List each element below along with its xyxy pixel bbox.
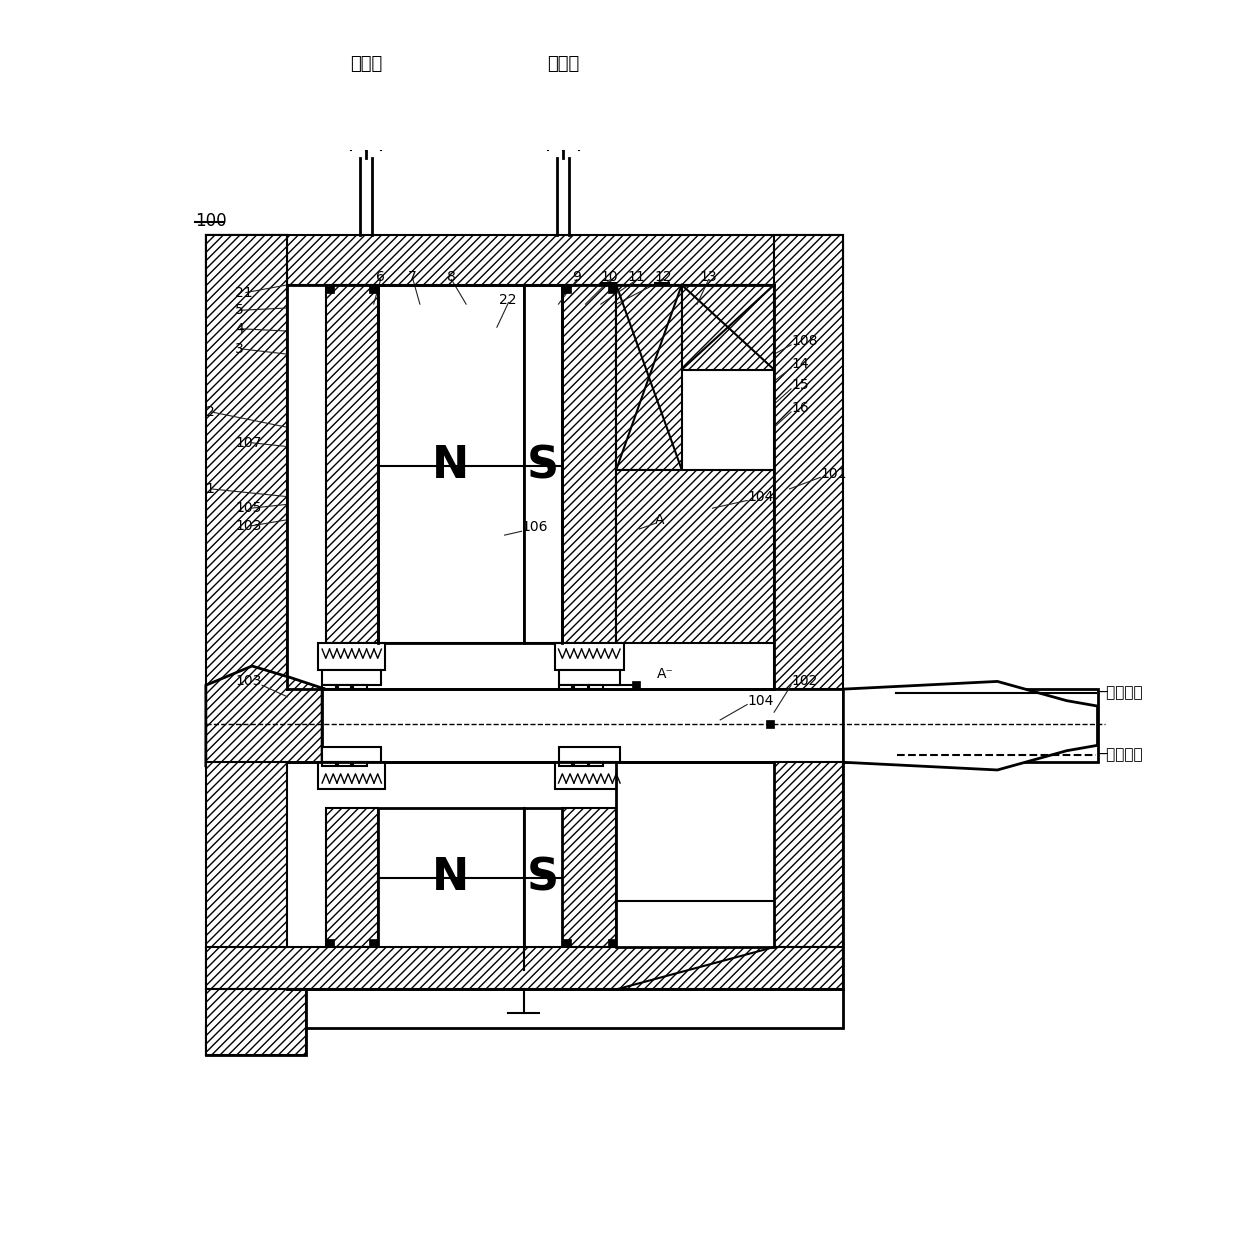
Bar — [616, 469, 774, 643]
Bar — [554, 643, 624, 669]
Bar — [322, 762, 336, 766]
Bar — [206, 762, 843, 990]
Text: 100: 100 — [195, 211, 227, 230]
Bar — [322, 747, 382, 762]
Text: 107: 107 — [236, 435, 262, 449]
Bar — [616, 762, 774, 947]
Bar — [774, 762, 843, 947]
Bar — [554, 762, 624, 789]
Text: 1: 1 — [206, 482, 215, 495]
Text: 3: 3 — [236, 342, 244, 355]
Bar — [377, 285, 523, 643]
Bar — [377, 808, 523, 947]
Bar — [326, 808, 377, 947]
Text: 15: 15 — [791, 378, 808, 392]
Bar — [353, 686, 367, 689]
Bar — [558, 747, 620, 762]
Text: 2: 2 — [206, 405, 215, 419]
Text: N: N — [432, 444, 469, 488]
Text: 101: 101 — [821, 467, 847, 480]
Text: 11: 11 — [627, 270, 646, 284]
Text: 105: 105 — [236, 502, 262, 515]
Text: 103: 103 — [236, 519, 262, 533]
Bar — [616, 285, 682, 469]
Text: 8: 8 — [446, 270, 456, 284]
Bar — [319, 762, 386, 789]
Bar — [206, 990, 843, 1028]
Bar — [322, 686, 336, 689]
Bar — [574, 762, 588, 766]
Text: 6: 6 — [376, 270, 384, 284]
Bar — [523, 285, 563, 643]
Bar — [558, 762, 573, 766]
Text: 106: 106 — [522, 520, 548, 534]
Bar — [337, 686, 351, 689]
Bar — [563, 938, 570, 947]
Text: 103: 103 — [236, 674, 262, 688]
Text: 14: 14 — [791, 358, 808, 372]
Text: 5: 5 — [236, 303, 244, 318]
Bar — [206, 990, 306, 1055]
Text: S: S — [527, 856, 559, 899]
Text: 102: 102 — [791, 674, 817, 688]
Bar — [326, 285, 335, 293]
Bar — [563, 285, 570, 293]
Text: N: N — [432, 856, 469, 899]
Text: 10: 10 — [601, 270, 619, 284]
Bar — [206, 235, 288, 315]
Text: 交流电: 交流电 — [350, 55, 382, 73]
Text: ─气体流入: ─气体流入 — [1097, 686, 1143, 701]
Bar — [353, 762, 367, 766]
Bar — [206, 762, 288, 990]
Text: 108: 108 — [791, 334, 817, 348]
Text: A: A — [655, 513, 665, 527]
Bar — [322, 689, 1097, 762]
Bar — [319, 643, 386, 669]
Polygon shape — [843, 682, 1097, 769]
Bar — [608, 938, 616, 947]
Text: 104: 104 — [748, 489, 774, 504]
Bar — [206, 947, 843, 990]
Bar — [206, 235, 843, 285]
Text: 16: 16 — [791, 402, 808, 415]
Bar — [774, 235, 843, 689]
Bar — [322, 669, 382, 686]
Bar — [558, 669, 620, 686]
Bar — [558, 686, 573, 689]
Bar — [608, 285, 616, 293]
Text: 7: 7 — [408, 270, 417, 284]
Text: 13: 13 — [699, 270, 717, 284]
Text: 9: 9 — [573, 270, 582, 284]
Bar — [206, 1028, 306, 1055]
Bar — [206, 990, 306, 1055]
Bar — [206, 235, 288, 689]
Text: 12: 12 — [655, 270, 672, 284]
Text: 交流电: 交流电 — [547, 55, 579, 73]
Text: 22: 22 — [500, 293, 517, 308]
Bar — [370, 938, 377, 947]
Bar — [589, 762, 603, 766]
Text: A⁻: A⁻ — [657, 667, 673, 681]
Text: S: S — [527, 444, 559, 488]
Bar — [326, 938, 335, 947]
Bar — [631, 681, 640, 689]
Text: ─气体流出: ─气体流出 — [1097, 747, 1143, 762]
Bar — [765, 719, 774, 728]
Text: 104: 104 — [748, 693, 774, 708]
Bar — [589, 686, 603, 689]
Bar — [682, 285, 774, 369]
Bar — [370, 285, 377, 293]
Text: 4: 4 — [236, 322, 244, 335]
Polygon shape — [206, 666, 325, 786]
Bar — [326, 285, 377, 643]
Bar — [563, 285, 616, 643]
Bar — [523, 808, 563, 947]
Bar — [574, 686, 588, 689]
Text: 21: 21 — [236, 285, 253, 299]
Bar — [563, 808, 616, 947]
Bar — [337, 762, 351, 766]
